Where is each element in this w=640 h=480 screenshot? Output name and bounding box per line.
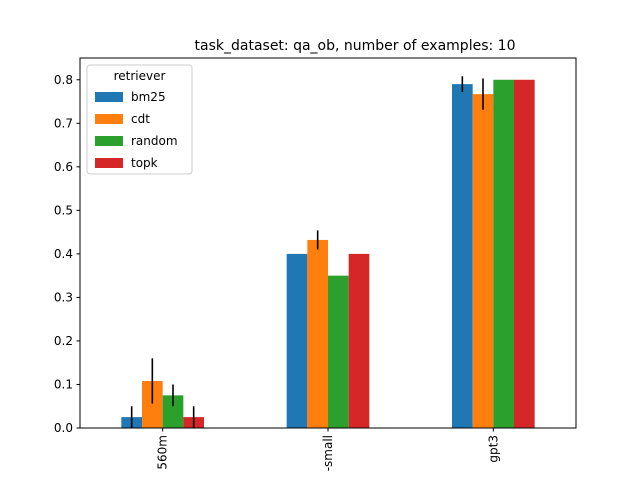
error-bars-layer: [130, 76, 484, 428]
legend-label-cdt: cdt: [131, 112, 150, 126]
bar-cdt--small: [307, 239, 328, 428]
chart-title: task_dataset: qa_ob, number of examples:…: [195, 38, 516, 54]
bar-bm25--small: [286, 253, 308, 428]
legend-swatch-random: [95, 136, 123, 146]
y-axis: 0.0 0.1 0.2 0.3 0.4 0.5 0.6 0.7 0.8: [54, 73, 80, 435]
legend: retriever bm25 cdt random topk: [86, 64, 193, 175]
legend-swatch-topk: [95, 158, 123, 168]
y-tick-label: 0.7: [54, 116, 73, 130]
x-tick-label: gpt3: [486, 435, 500, 463]
bar-topk--small: [348, 253, 370, 428]
y-tick-label: 0.5: [54, 203, 73, 217]
legend-swatch-cdt: [95, 114, 123, 124]
legend-label-bm25: bm25: [131, 90, 166, 104]
bars-layer: [121, 79, 535, 429]
x-axis: 560m -small gpt3: [156, 428, 500, 471]
y-tick-label: 0.0: [54, 421, 73, 435]
y-tick-label: 0.1: [54, 377, 73, 391]
y-tick-label: 0.4: [54, 247, 73, 261]
x-tick-label: -small: [321, 435, 335, 471]
legend-label-topk: topk: [131, 156, 158, 170]
bar-random-gpt3: [493, 79, 514, 428]
y-tick-label: 0.3: [54, 290, 73, 304]
x-tick-label: 560m: [156, 435, 170, 470]
bar-bm25-gpt3: [452, 84, 473, 428]
bar-topk-gpt3: [514, 79, 535, 428]
bar-random-560m: [162, 395, 184, 428]
bar-cdt-560m: [142, 380, 163, 428]
y-tick-label: 0.8: [54, 73, 73, 87]
bar-random--small: [328, 275, 349, 428]
legend-swatch-bm25: [95, 92, 123, 102]
bar-cdt-gpt3: [472, 94, 494, 429]
legend-title: retriever: [114, 69, 166, 83]
legend-label-random: random: [131, 134, 178, 148]
y-tick-label: 0.2: [54, 334, 73, 348]
y-tick-label: 0.6: [54, 160, 73, 174]
